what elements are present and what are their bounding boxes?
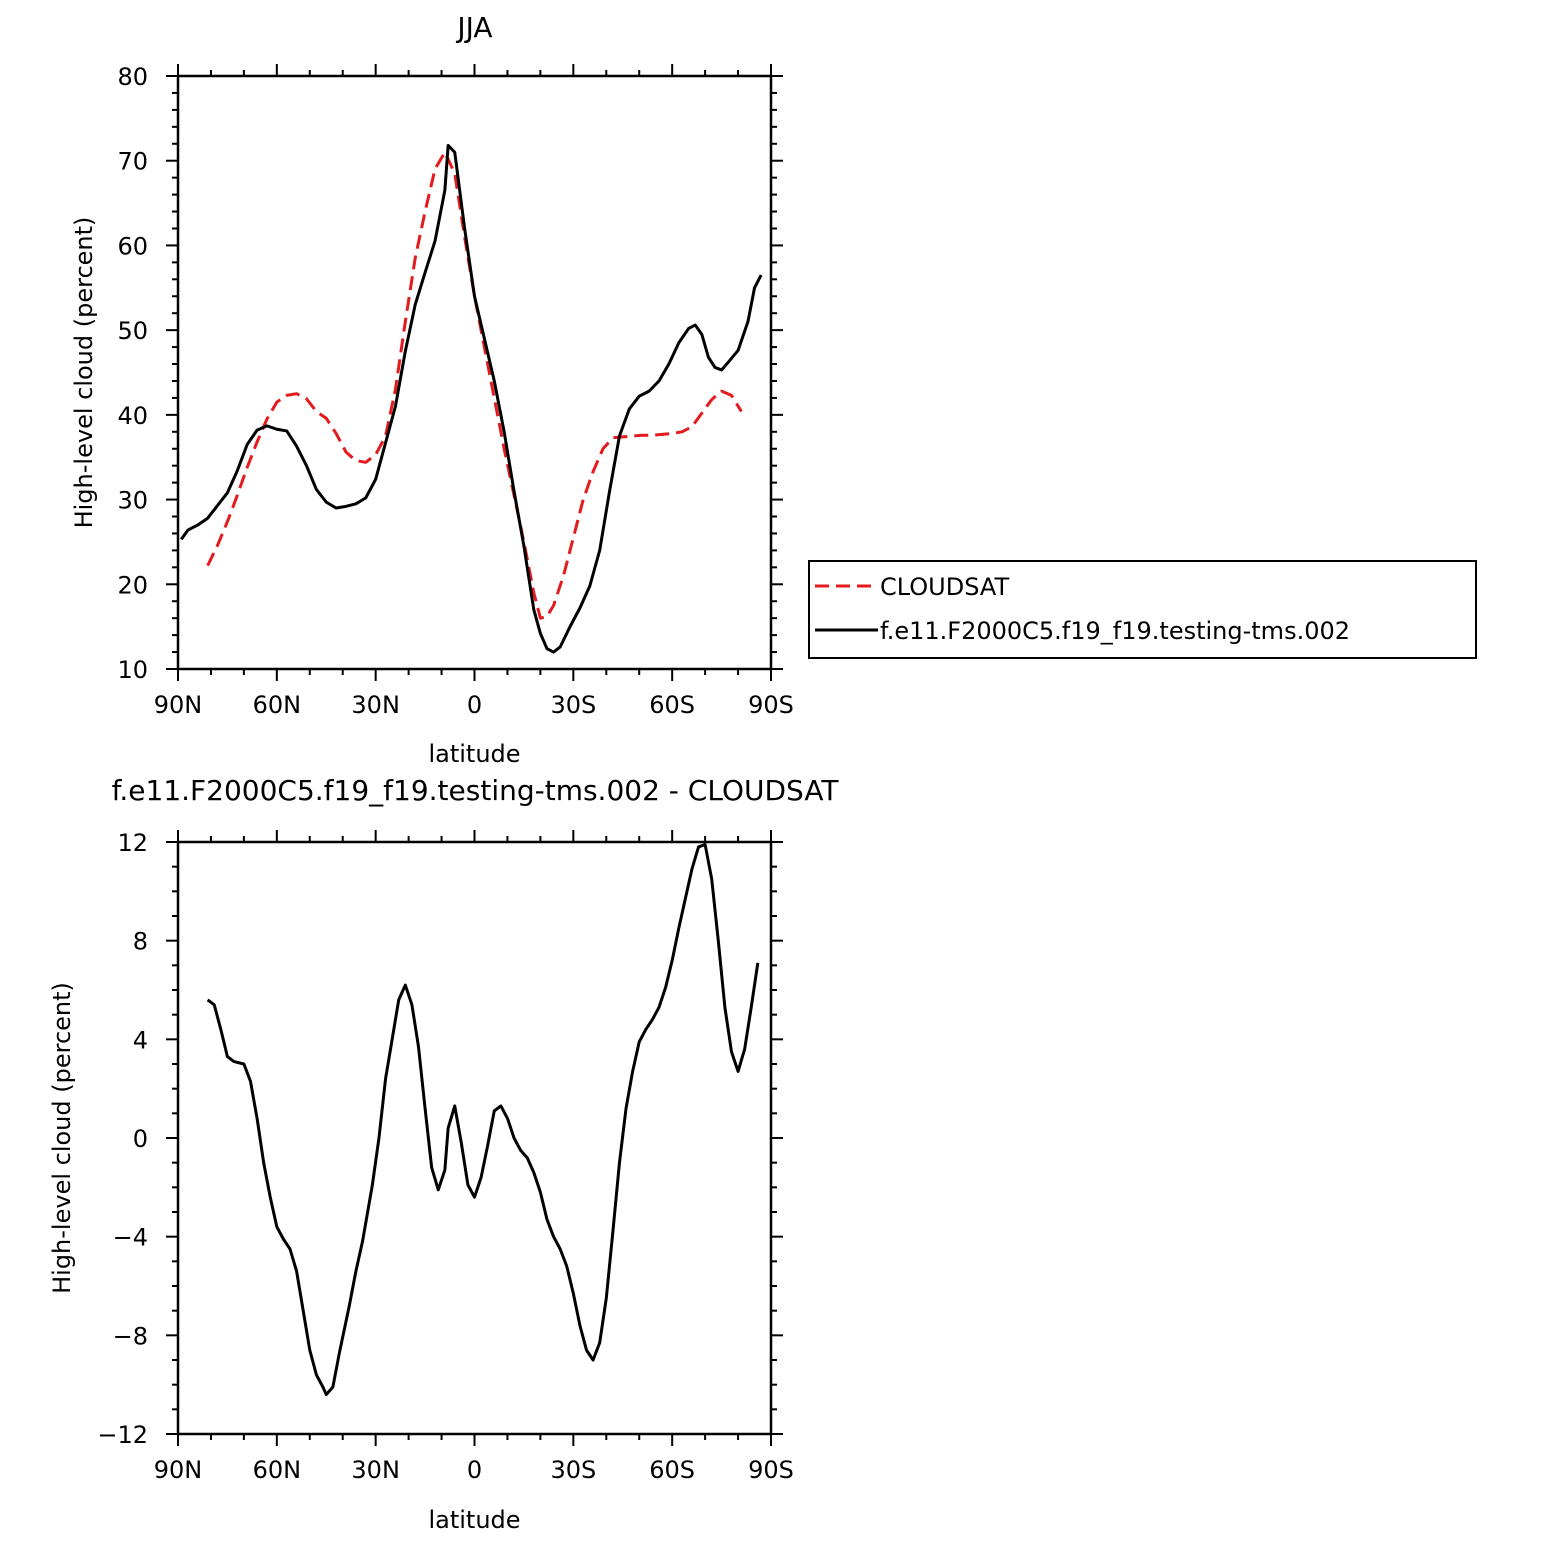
series-line-difference xyxy=(206,842,760,1397)
x-tick-label: 30S xyxy=(550,1456,596,1484)
chart-title: f.e11.F2000C5.f19_f19.testing-tms.002 - … xyxy=(112,774,840,807)
legend-box xyxy=(808,560,1477,659)
y-tick-label: 60 xyxy=(117,232,148,260)
y-tick-label: 70 xyxy=(117,148,148,176)
y-tick-label: 80 xyxy=(117,63,148,91)
y-tick-label: 10 xyxy=(117,656,148,684)
y-tick-label: −8 xyxy=(113,1322,148,1350)
chart-1 xyxy=(166,64,783,681)
series-line-f-e11-f2000c5-f19-f19-testing-tms-002 xyxy=(180,143,763,654)
x-tick-label: 90S xyxy=(748,1456,794,1484)
plot-frame xyxy=(176,74,773,671)
y-axis-label: High-level cloud (percent) xyxy=(70,217,98,529)
x-tick-label: 60S xyxy=(649,691,695,719)
x-tick-label: 90N xyxy=(154,1456,203,1484)
x-tick-label: 0 xyxy=(467,1456,482,1484)
y-tick-label: 12 xyxy=(117,829,148,857)
x-tick-label: 90S xyxy=(748,691,794,719)
y-tick-label: 40 xyxy=(117,402,148,430)
chart-2 xyxy=(166,830,783,1446)
x-tick-label: 30N xyxy=(351,691,400,719)
y-tick-label: −12 xyxy=(97,1421,148,1449)
legend-label: CLOUDSAT xyxy=(880,573,1009,601)
y-tick-label: 8 xyxy=(133,928,148,956)
x-tick-label: 60N xyxy=(253,691,302,719)
y-tick-label: 0 xyxy=(133,1125,148,1153)
y-tick-label: 30 xyxy=(117,487,148,515)
y-tick-label: 4 xyxy=(133,1026,148,1054)
x-axis-label: latitude xyxy=(428,740,520,768)
legend-label: f.e11.F2000C5.f19_f19.testing-tms.002 xyxy=(880,617,1350,645)
x-axis-label: latitude xyxy=(428,1506,520,1534)
x-tick-label: 30N xyxy=(351,1456,400,1484)
legend: CLOUDSAT f.e11.F2000C5.f19_f19.testing-tm… xyxy=(808,560,1477,659)
y-tick-label: −4 xyxy=(113,1224,148,1252)
x-tick-label: 0 xyxy=(467,691,482,719)
x-tick-label: 30S xyxy=(550,691,596,719)
x-tick-label: 60N xyxy=(253,1456,302,1484)
y-tick-label: 20 xyxy=(117,571,148,599)
x-tick-label: 60S xyxy=(649,1456,695,1484)
y-axis-label: High-level cloud (percent) xyxy=(48,982,76,1294)
chart-title: JJA xyxy=(455,11,492,44)
plot-frame xyxy=(176,840,773,1436)
x-tick-label: 90N xyxy=(154,691,203,719)
y-tick-label: 50 xyxy=(117,317,148,345)
series-line-cloudsat xyxy=(206,150,743,620)
